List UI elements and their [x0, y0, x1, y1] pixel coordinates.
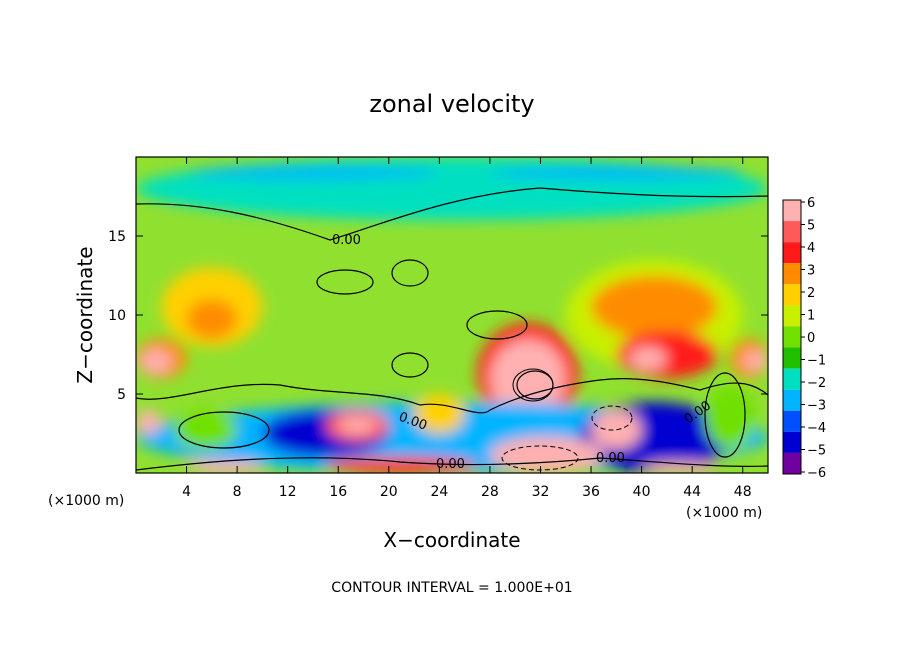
colorbar-swatch [783, 452, 801, 474]
contour-label: 0.00 [332, 233, 361, 248]
heatmap-cell [139, 349, 172, 374]
x-unit-left: (×1000 m) [48, 493, 124, 509]
colorbar-swatch [783, 410, 801, 432]
heatmap-cell [136, 157, 768, 221]
colorbar-label: 0 [807, 331, 815, 346]
heatmap-cell [173, 409, 238, 450]
x-tick-label: 28 [481, 484, 499, 500]
colorbar-swatch [783, 263, 801, 285]
x-tick-label: 48 [734, 484, 752, 500]
contour-closed-2 [391, 259, 429, 287]
colorbar-label: −6 [807, 466, 826, 481]
colorbar: 6 5 4 3 2 1 0 −1 −2 −3 −4 −5 −6 [782, 196, 826, 481]
contour-label: 0.00 [596, 451, 625, 466]
heatmap-cell [489, 338, 566, 418]
heatmap-cell [704, 386, 756, 450]
contour-upper [136, 187, 768, 241]
y-tick-label: 5 [117, 387, 126, 403]
x-tick-label: 12 [279, 484, 297, 500]
colorbar-swatch [783, 368, 801, 390]
x-tick-label: 40 [633, 484, 651, 500]
x-axis: 4 8 12 16 20 24 28 32 36 40 44 48 [182, 157, 752, 500]
x-tick-label: 20 [380, 484, 398, 500]
heatmap-cell [628, 346, 667, 371]
colorbar-swatch [783, 347, 801, 369]
colorbar-swatch [783, 389, 801, 411]
heatmap-cell [742, 351, 768, 371]
colorbar-label: −5 [807, 444, 826, 459]
x-axis-label: X−coordinate [383, 528, 520, 552]
heatmap-cell [186, 460, 263, 473]
x-tick-label: 8 [233, 484, 242, 500]
contour-mid [136, 378, 768, 414]
colorbar-swatch [783, 200, 801, 222]
heatmap-cell [136, 409, 162, 434]
colorbar-swatch [783, 305, 801, 327]
x-tick-label: 36 [582, 484, 600, 500]
x-tick-label: 32 [532, 484, 550, 500]
y-axis: 5 10 15 [108, 229, 768, 403]
colorbar-swatch [783, 242, 801, 264]
y-tick-label: 15 [108, 229, 126, 245]
contour-closed-3 [466, 310, 528, 340]
contour-closed-6 [704, 372, 746, 458]
colorbar-label: 3 [807, 264, 815, 279]
colorbar-label: −1 [807, 354, 826, 369]
colorbar-swatch [783, 326, 801, 348]
contour-interval-note: CONTOUR INTERVAL = 1.000E+01 [331, 580, 572, 596]
contour-closed-4 [178, 411, 270, 449]
y-tick-label: 10 [108, 308, 126, 324]
heatmap-cell [489, 166, 743, 180]
colorbar-label: −4 [807, 421, 826, 436]
colorbar-label: 1 [807, 309, 815, 324]
colorbar-label: 5 [807, 219, 815, 234]
y-axis-label: Z−coordinate [73, 246, 97, 383]
contour-solid-inner [512, 368, 554, 402]
heatmap-cell [186, 299, 238, 339]
plot-area: 0.00 0.00 0.00 0.00 0.00 [136, 157, 768, 473]
heatmap-cell [186, 166, 440, 180]
contour-closed-1 [316, 269, 374, 295]
contour-label: 0.00 [436, 457, 465, 472]
colorbar-label: 2 [807, 286, 815, 301]
colorbar-label: 4 [807, 241, 815, 256]
colorbar-label: 6 [807, 196, 815, 211]
x-tick-label: 24 [430, 484, 448, 500]
colorbar-swatch [783, 431, 801, 453]
heatmap-cell [338, 417, 377, 434]
chart-title: zonal velocity [369, 90, 534, 118]
x-unit-right: (×1000 m) [686, 505, 762, 521]
x-tick-label: 16 [329, 484, 347, 500]
x-tick-label: 4 [182, 484, 191, 500]
x-tick-label: 44 [683, 484, 701, 500]
heatmap-cell [591, 275, 718, 339]
colorbar-swatch [783, 284, 801, 306]
colorbar-label: −3 [807, 399, 826, 414]
contour-closed-7 [391, 352, 429, 378]
contour-low [136, 457, 768, 471]
colorbar-label: −2 [807, 376, 826, 391]
heatmap-regions [136, 157, 768, 473]
heatmap-cell [489, 436, 604, 473]
colorbar-swatch [783, 221, 801, 243]
contour-dashed-2 [591, 405, 633, 431]
